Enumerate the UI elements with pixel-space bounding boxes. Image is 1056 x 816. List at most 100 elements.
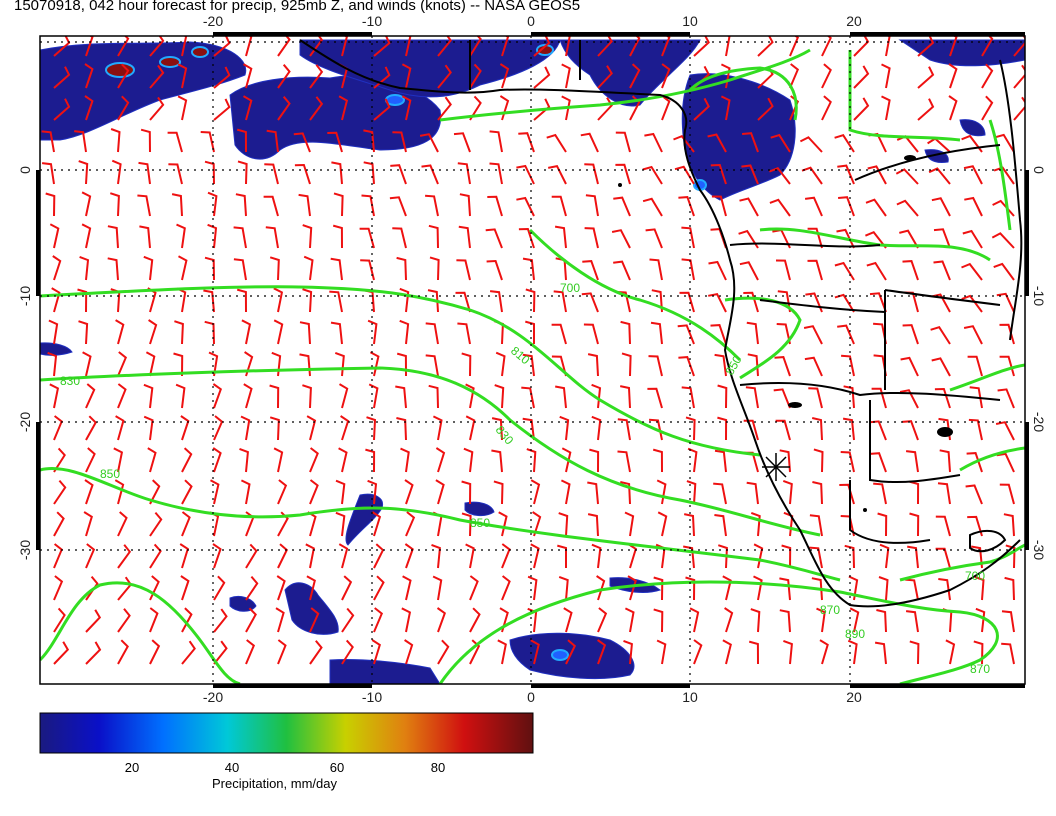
wind-barb bbox=[747, 353, 759, 377]
wind-barb bbox=[309, 96, 324, 121]
wind-barb bbox=[687, 447, 698, 473]
wind-barb bbox=[837, 324, 855, 345]
wind-barb bbox=[137, 194, 151, 217]
wind-barb bbox=[996, 452, 1015, 473]
wind-barb bbox=[399, 287, 410, 313]
wind-barb bbox=[741, 164, 759, 185]
wind-barb bbox=[935, 547, 951, 569]
lon-tick-label: 0 bbox=[527, 13, 535, 29]
wind-barb bbox=[85, 415, 97, 441]
wind-barb bbox=[948, 95, 958, 121]
wind-barb bbox=[611, 229, 631, 249]
wind-barb bbox=[981, 36, 994, 57]
wind-barb bbox=[689, 607, 700, 633]
top-lon-labels: -20 -10 0 10 20 bbox=[203, 13, 862, 29]
wind-barb bbox=[559, 415, 570, 441]
wind-barb bbox=[338, 447, 348, 473]
wind-barb bbox=[458, 225, 471, 249]
wind-barb bbox=[809, 514, 823, 537]
wind-barb bbox=[463, 447, 474, 473]
wind-barb bbox=[363, 161, 375, 185]
wind-barb bbox=[557, 544, 567, 568]
wind-barb bbox=[597, 97, 613, 121]
wind-barb bbox=[834, 293, 855, 313]
wind-barb bbox=[277, 479, 288, 505]
wind-barb bbox=[945, 639, 956, 665]
wind-barb bbox=[843, 385, 855, 409]
wind-barb bbox=[681, 386, 695, 409]
wind-barb bbox=[652, 448, 663, 473]
wind-barb bbox=[518, 132, 535, 153]
wind-barb bbox=[85, 609, 102, 633]
wind-barb bbox=[437, 96, 452, 121]
wind-barb bbox=[400, 447, 410, 473]
wind-barb bbox=[81, 191, 92, 217]
wind-barb bbox=[619, 385, 631, 409]
wind-barb bbox=[807, 227, 823, 249]
wind-barb bbox=[149, 511, 163, 537]
wind-barb bbox=[117, 639, 129, 665]
lat-tick-label: -20 bbox=[1031, 412, 1047, 432]
wind-barb bbox=[720, 95, 731, 121]
wind-barb bbox=[115, 319, 125, 345]
wind-barb bbox=[404, 543, 414, 569]
colorbar-title: Precipitation, mm/day bbox=[212, 776, 337, 791]
wind-barb bbox=[83, 511, 93, 537]
lon-tick-label: -20 bbox=[203, 13, 223, 29]
wind-barb bbox=[210, 479, 220, 505]
wind-barb bbox=[149, 607, 159, 633]
wind-barb bbox=[245, 607, 257, 633]
wind-barb bbox=[949, 36, 958, 57]
wind-barb bbox=[309, 64, 324, 89]
wind-barb bbox=[714, 449, 727, 473]
wind-barb bbox=[392, 131, 407, 153]
wind-barb bbox=[644, 132, 663, 153]
wind-barb bbox=[396, 256, 407, 281]
wind-barb bbox=[533, 66, 551, 89]
wind-barb bbox=[240, 415, 251, 441]
wind-barb bbox=[469, 36, 482, 57]
wind-barb bbox=[838, 196, 855, 217]
wind-barb bbox=[821, 63, 832, 89]
wind-barb bbox=[804, 356, 823, 377]
wind-barb bbox=[620, 320, 631, 345]
wind-barb bbox=[707, 133, 727, 153]
wind-barb bbox=[879, 543, 890, 569]
wind-barb bbox=[110, 128, 121, 153]
precip-colorbar bbox=[39, 712, 534, 754]
wind-barb bbox=[453, 132, 471, 153]
wind-barb bbox=[175, 383, 186, 409]
wind-barb bbox=[401, 63, 412, 89]
contour-label: 870 bbox=[820, 603, 840, 617]
wind-barb bbox=[245, 639, 256, 665]
wind-barb bbox=[208, 351, 219, 377]
wind-barb bbox=[1005, 544, 1016, 569]
wind-barb bbox=[693, 639, 703, 665]
lon-tick-label: 20 bbox=[846, 13, 862, 29]
wind-barb bbox=[724, 607, 734, 633]
lon-tick-label: 20 bbox=[846, 689, 862, 705]
wind-barb bbox=[558, 575, 569, 601]
wind-barb bbox=[674, 165, 695, 185]
wind-barb bbox=[373, 607, 384, 633]
wind-barb bbox=[173, 352, 184, 377]
lon-tick-label: 10 bbox=[682, 13, 698, 29]
wind-barb bbox=[849, 607, 860, 633]
wind-barb bbox=[969, 386, 983, 409]
wind-barb bbox=[79, 255, 90, 281]
wind-barb bbox=[748, 640, 759, 665]
wind-barb bbox=[115, 415, 125, 441]
wind-barb bbox=[907, 545, 919, 569]
wind-barb bbox=[1013, 36, 1025, 57]
wind-barb bbox=[615, 163, 631, 185]
wind-barb bbox=[235, 193, 247, 217]
wind-barb bbox=[522, 257, 535, 281]
wind-barb bbox=[717, 544, 728, 569]
wind-barb bbox=[809, 546, 823, 569]
wind-barb bbox=[844, 544, 855, 569]
wind-barb bbox=[745, 386, 759, 409]
wind-barb bbox=[1001, 642, 1015, 665]
wind-barb bbox=[461, 480, 472, 505]
wind-barb bbox=[241, 319, 252, 345]
wind-barb bbox=[78, 320, 89, 345]
